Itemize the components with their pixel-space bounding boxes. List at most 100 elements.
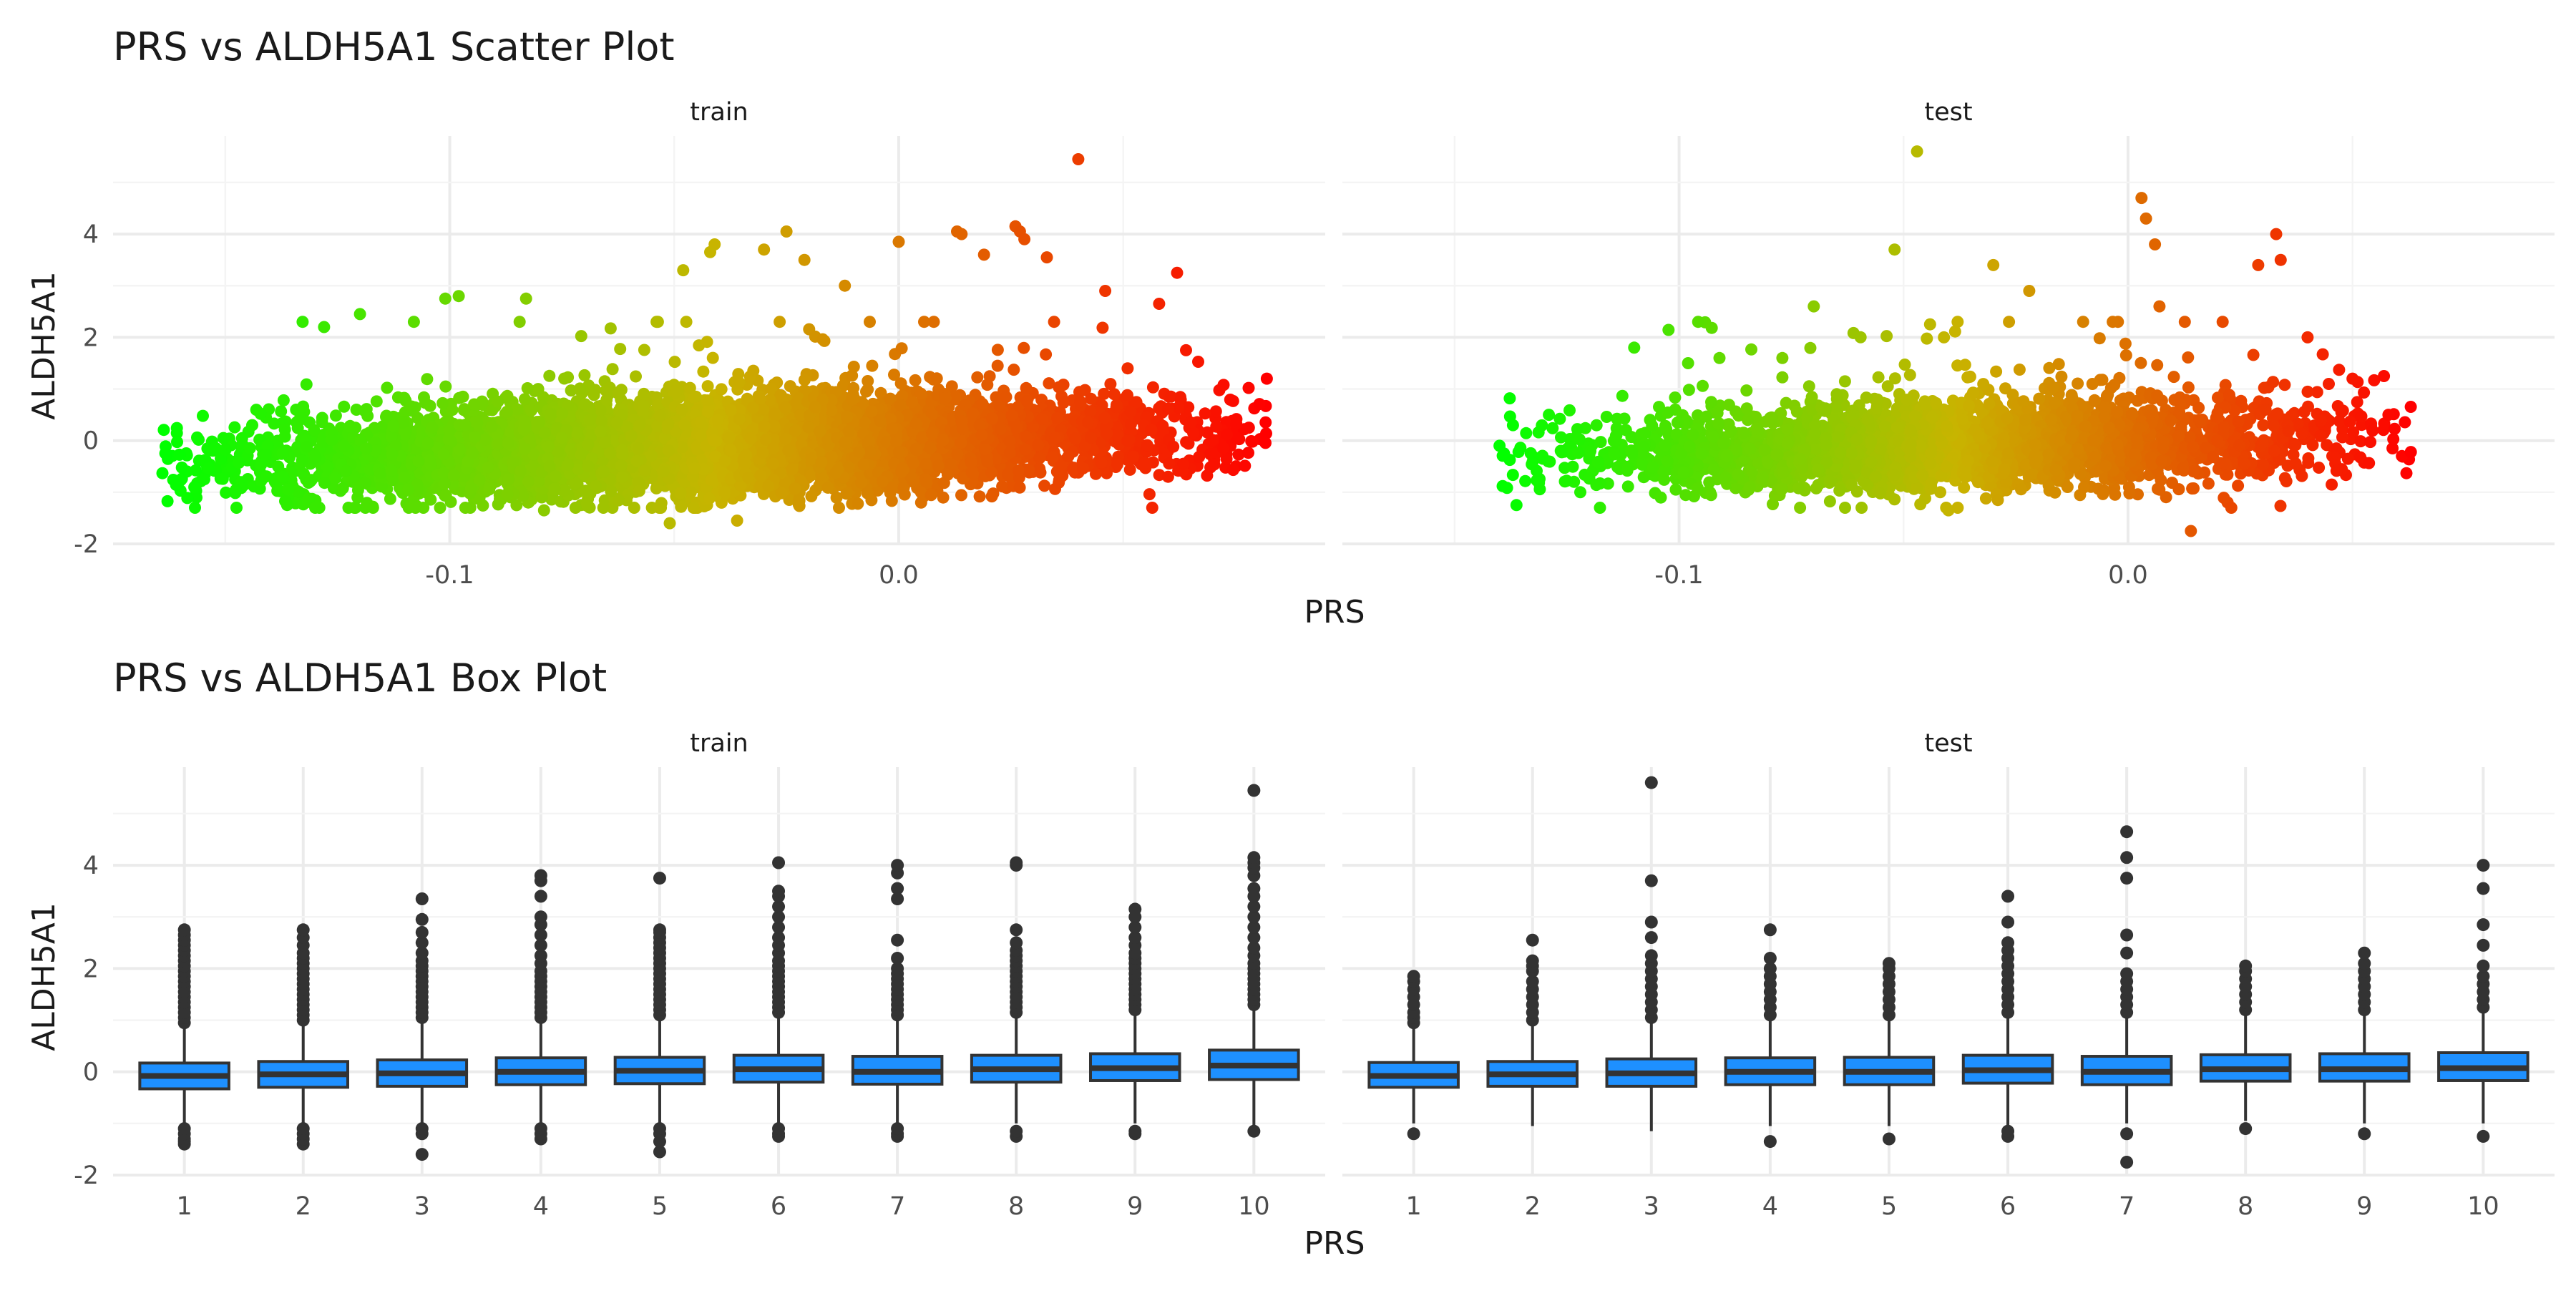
scatter-point bbox=[371, 395, 383, 407]
scatter-point bbox=[1096, 322, 1108, 334]
scatter-point bbox=[543, 370, 555, 382]
scatter-y-tick-label: -2 bbox=[74, 530, 99, 559]
scatter-point bbox=[887, 482, 899, 494]
scatter-point bbox=[607, 363, 619, 375]
scatter-point bbox=[833, 502, 845, 514]
scatter-point bbox=[296, 454, 308, 467]
scatter-point bbox=[1021, 395, 1033, 407]
scatter-point bbox=[630, 371, 642, 383]
scatter-point bbox=[1227, 395, 1239, 407]
scatter-point bbox=[971, 371, 983, 384]
scatter-point bbox=[701, 336, 713, 348]
scatter-y-tick-label: 2 bbox=[83, 323, 99, 352]
scatter-point bbox=[514, 316, 526, 328]
scatter-x-tick-label: 0.0 bbox=[879, 561, 919, 590]
scatter-point bbox=[329, 472, 341, 484]
scatter-point bbox=[852, 497, 864, 510]
scatter-point bbox=[198, 473, 210, 485]
scatter-point bbox=[1239, 459, 1251, 472]
scatter-point bbox=[330, 409, 342, 422]
scatter-point bbox=[931, 372, 943, 384]
scatter-point bbox=[181, 492, 193, 504]
scatter-point bbox=[614, 343, 626, 355]
scatter-point bbox=[918, 316, 930, 328]
scatter-point bbox=[236, 432, 248, 444]
scatter-point bbox=[1208, 459, 1220, 471]
scatter-point bbox=[558, 373, 570, 385]
scatter-point bbox=[559, 484, 571, 496]
scatter-point bbox=[160, 449, 172, 461]
scatter-point bbox=[162, 495, 174, 507]
scatter-point bbox=[1147, 381, 1159, 394]
scatter-point bbox=[228, 422, 240, 434]
scatter-point bbox=[293, 486, 305, 498]
scatter-point bbox=[862, 384, 874, 396]
scatter-point bbox=[992, 344, 1004, 356]
scatter-point bbox=[171, 422, 183, 434]
scatter-point bbox=[805, 490, 817, 502]
scatter-point bbox=[848, 361, 860, 373]
scatter-figure: PRS vs ALDH5A1 Scatter Plot ALDH5A1 PRS … bbox=[26, 24, 2555, 630]
scatter-point bbox=[1085, 393, 1097, 405]
scatter-point bbox=[1227, 464, 1239, 476]
scatter-point bbox=[296, 316, 308, 328]
scatter-point bbox=[483, 483, 495, 495]
scatter-point bbox=[597, 502, 610, 514]
scatter-point bbox=[434, 502, 447, 514]
scatter-point bbox=[862, 487, 874, 500]
scatter-point bbox=[1058, 396, 1070, 409]
scatter-y-tick-label: 0 bbox=[83, 427, 99, 456]
scatter-point bbox=[1193, 451, 1205, 463]
scatter-point bbox=[1221, 453, 1233, 465]
scatter-point bbox=[688, 502, 700, 514]
scatter-point bbox=[157, 424, 170, 436]
scatter-point bbox=[680, 316, 693, 328]
scatter-x-tick-label: -0.1 bbox=[425, 561, 474, 590]
scatter-point bbox=[675, 501, 687, 513]
scatter-point bbox=[439, 381, 452, 393]
scatter-point bbox=[189, 502, 201, 514]
scatter-point bbox=[716, 383, 728, 395]
scatter-point bbox=[1259, 416, 1272, 429]
scatter-point bbox=[282, 484, 294, 496]
scatter-point bbox=[575, 330, 587, 342]
scatter-point bbox=[1020, 382, 1033, 394]
scatter-point bbox=[275, 405, 287, 417]
scatter-point bbox=[173, 449, 185, 461]
scatter-point bbox=[588, 389, 600, 401]
scatter-point bbox=[459, 502, 472, 514]
scatter-point bbox=[1201, 469, 1213, 482]
scatter-point bbox=[303, 477, 315, 489]
scatter-point bbox=[381, 410, 393, 422]
scatter-point bbox=[981, 379, 993, 391]
scatter-point bbox=[171, 436, 183, 448]
scatter-point bbox=[888, 369, 900, 381]
scatter-point bbox=[1143, 488, 1156, 500]
scatter-point bbox=[176, 462, 188, 474]
scatter-point bbox=[381, 381, 393, 394]
scatter-point bbox=[519, 393, 531, 405]
scatter-point bbox=[570, 502, 582, 514]
scatter-title: PRS vs ALDH5A1 Scatter Plot bbox=[113, 24, 675, 69]
scatter-point bbox=[638, 344, 650, 356]
scatter-point bbox=[190, 464, 202, 477]
scatter-point bbox=[653, 502, 665, 514]
scatter-point bbox=[816, 333, 829, 346]
scatter-point bbox=[1254, 398, 1266, 410]
scatter-point bbox=[1242, 447, 1254, 459]
scatter-point bbox=[992, 360, 1004, 372]
scatter-point bbox=[1040, 349, 1052, 361]
scatter-point bbox=[1230, 418, 1242, 430]
scatter-point bbox=[230, 502, 243, 514]
scatter-point bbox=[605, 322, 617, 334]
scatter-point bbox=[1243, 382, 1255, 394]
scatter-point bbox=[1048, 316, 1060, 328]
scatter-y-label: ALDH5A1 bbox=[26, 271, 62, 420]
scatter-point bbox=[358, 405, 371, 417]
scatter-point bbox=[1210, 405, 1222, 417]
scatter-point bbox=[230, 484, 242, 496]
scatter-y-tick-label: 4 bbox=[83, 220, 99, 249]
scatter-point bbox=[1002, 469, 1014, 481]
